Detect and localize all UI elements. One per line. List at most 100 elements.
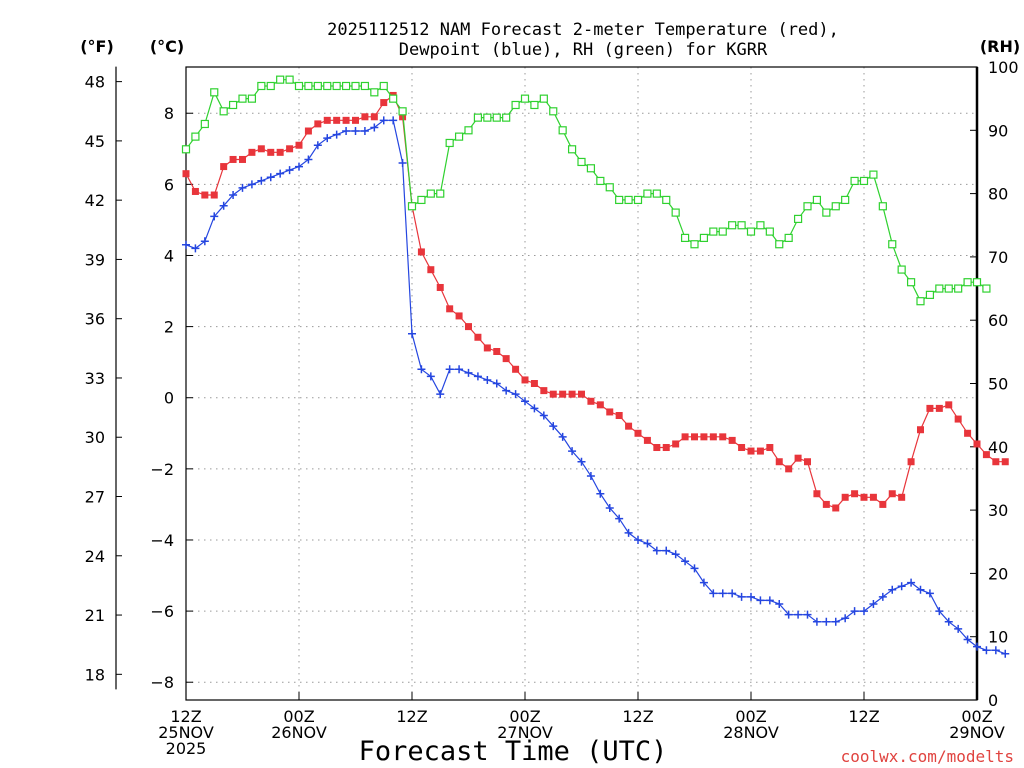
dewpoint-point [944, 617, 953, 626]
rh-tick-label: 0 [988, 691, 998, 710]
dewpoint-point [841, 614, 850, 623]
rh-point [483, 113, 492, 122]
temperature-point [276, 148, 284, 156]
temperature-point [992, 458, 1000, 466]
rh-point [935, 284, 944, 293]
dewpoint-point [624, 528, 633, 537]
temperature-point [267, 148, 275, 156]
dewpoint-point [784, 610, 793, 619]
temperature-point [794, 454, 802, 462]
dewpoint-point [389, 116, 398, 125]
temperature-point [643, 436, 651, 444]
dewpoint-point [332, 130, 341, 139]
temperature-point [333, 116, 341, 124]
rh-point [200, 119, 209, 129]
rh-point [558, 126, 567, 135]
rh-point [596, 176, 605, 186]
celsius-unit-label: (°C) [150, 37, 184, 56]
dewpoint-point [445, 365, 454, 374]
dewpoint-point [822, 617, 831, 626]
rh-point [257, 81, 266, 91]
temperature-point [229, 155, 237, 163]
temperature-point [662, 444, 670, 452]
rh-point [285, 75, 294, 84]
rh-point [916, 297, 925, 306]
temperature-point [691, 433, 698, 441]
x-tick-label: 26NOV [271, 723, 327, 742]
rh-point [869, 170, 878, 179]
x-axis-title: Forecast Time (UTC) [359, 736, 668, 767]
dewpoint-point [888, 585, 897, 594]
dewpoint-point [681, 557, 690, 566]
rh-point [897, 265, 906, 274]
chart-title-line-1: 2025112512 NAM Forecast 2-meter Temperat… [327, 20, 839, 40]
temperature-point [982, 451, 990, 459]
temperature-point [832, 504, 840, 512]
rh-point [746, 227, 756, 236]
dewpoint-point [662, 546, 671, 555]
fahrenheit-tick-label: 39 [85, 250, 105, 269]
x-tick-label: 00Z [961, 707, 992, 726]
dewpoint-point [634, 535, 642, 544]
rh-point [709, 227, 718, 236]
temperature-point [917, 426, 924, 434]
dewpoint-point [643, 539, 652, 548]
rh-point [605, 183, 614, 192]
rh-point [228, 100, 238, 110]
rh-tick-label: 30 [988, 501, 1008, 520]
temperature-point [342, 116, 350, 124]
temperature-point [615, 412, 623, 420]
dewpoint-point [652, 546, 661, 555]
temperature-point [822, 500, 830, 508]
series-dewpoint [182, 116, 1010, 658]
rh-point [520, 94, 530, 103]
dewpoint-point [803, 610, 812, 619]
temperature-point [436, 283, 444, 291]
rh-point [906, 278, 916, 287]
temperature-point [785, 465, 793, 473]
temperature-point [559, 390, 567, 398]
temperature-point [973, 440, 981, 448]
rh-point [247, 94, 257, 103]
dewpoint-point [709, 589, 718, 598]
temperature-point [879, 500, 887, 508]
rh-point [803, 202, 812, 211]
dewpoint-point [530, 404, 539, 413]
fahrenheit-tick-label: 21 [85, 606, 105, 625]
temperature-point [700, 433, 708, 441]
rh-point [464, 126, 473, 135]
rh-point [972, 278, 982, 287]
chart-title: 2025112512 NAM Forecast 2-meter Temperat… [327, 20, 839, 60]
temperature-point [804, 458, 811, 466]
fahrenheit-tick-label: 18 [85, 665, 105, 684]
rh-point [859, 176, 869, 186]
x-tick-label: 29NOV [949, 723, 1005, 742]
temperature-point [465, 323, 472, 331]
celsius-tick-label: 8 [164, 104, 174, 123]
x-tick-label: 12Z [622, 707, 653, 726]
rh-point [294, 81, 304, 91]
dewpoint-point [426, 372, 435, 381]
dewpoint-point [794, 610, 803, 619]
celsius-tick-label: 6 [164, 175, 174, 194]
series-temperature [182, 91, 1009, 512]
dewpoint-point [718, 589, 727, 598]
temperature-point [860, 493, 868, 501]
temperature-point [775, 458, 783, 466]
dewpoint-point [907, 578, 916, 587]
rh-point [210, 88, 219, 97]
temperature-point [483, 344, 491, 352]
rh-point [982, 284, 991, 293]
x-tick-label: 00Z [283, 707, 314, 726]
rh-point [389, 94, 398, 103]
rh-point [276, 75, 285, 84]
dewpoint-point [455, 365, 464, 374]
rh-point [407, 202, 417, 211]
rh-point [652, 189, 661, 198]
series-line-dewpoint [185, 119, 1006, 655]
temperature-point [521, 376, 529, 384]
rh-unit-label: (RH) [980, 37, 1020, 56]
temperature-point [964, 429, 972, 437]
rh-point [841, 195, 850, 205]
temperature-point [257, 145, 265, 153]
